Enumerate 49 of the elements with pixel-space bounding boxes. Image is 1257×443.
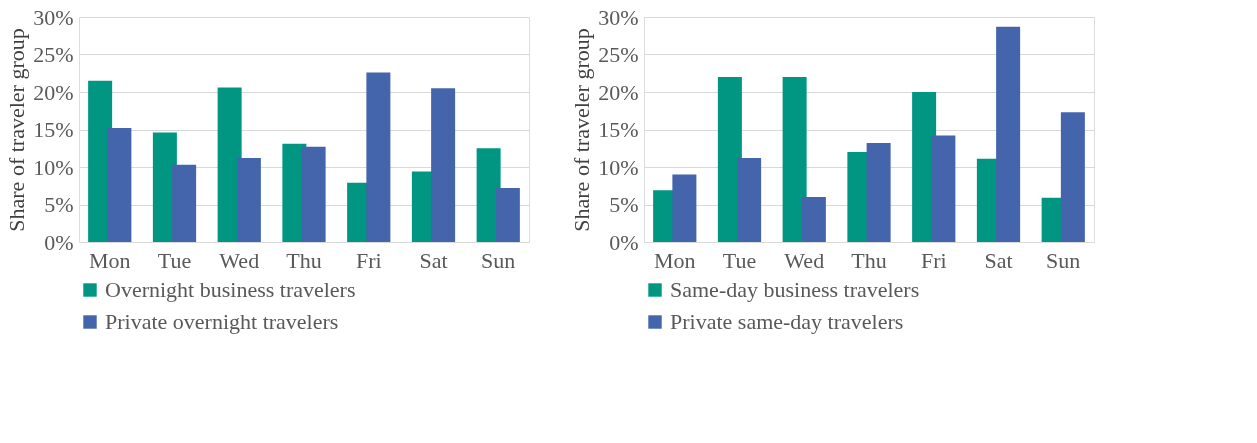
legend-label: Private same-day travelers [670,309,904,334]
legend-label: Same-day business travelers [670,277,920,302]
x-tick-label: Wed [219,247,260,273]
bar [801,197,826,242]
legend-label: Overnight business travelers [105,277,356,302]
y-tick-label: 30% [33,4,74,30]
y-tick-label: 25% [598,42,639,67]
x-tick-label: Wed [784,247,825,273]
bar [782,77,807,242]
x-tick-label: Sun [481,247,516,273]
x-tick-label: Sat [984,247,1013,273]
x-tick-label: Thu [286,247,322,273]
y-tick-label: 25% [33,42,74,67]
y-tick-label: 30% [598,4,639,30]
bar [672,174,697,242]
y-tick-label: 20% [598,79,639,105]
bar [931,135,956,242]
y-tick-label: 0% [609,229,639,255]
y-tick-label: 5% [609,192,639,217]
bar [737,158,762,242]
x-tick-label: Tue [157,247,192,273]
bar [1060,112,1085,242]
bar [301,146,326,242]
x-tick-label: Fri [920,247,947,273]
y-axis-title: Share of traveler group [4,28,30,232]
bar [107,128,132,242]
y-tick-label: 15% [33,117,74,142]
bar [431,88,456,242]
bar [366,72,391,242]
y-tick-label: 5% [44,192,74,217]
y-tick-label: 10% [598,154,639,180]
y-axis-title: Share of traveler group [569,28,595,232]
y-tick-label: 15% [598,117,639,142]
bar [866,143,891,242]
x-tick-label: Sun [1046,247,1081,273]
bar [495,188,520,242]
legend-label: Private overnight travelers [105,309,339,334]
bar [236,158,261,242]
x-tick-label: Tue [722,247,757,273]
y-tick-label: 0% [44,229,74,255]
bar [996,26,1021,242]
x-tick-label: Sat [419,247,448,273]
x-tick-label: Mon [88,247,131,273]
bar [172,164,197,242]
x-tick-label: Thu [851,247,887,273]
x-tick-label: Mon [653,247,696,273]
x-tick-label: Fri [355,247,382,273]
y-tick-label: 20% [33,79,74,105]
y-tick-label: 10% [33,154,74,180]
